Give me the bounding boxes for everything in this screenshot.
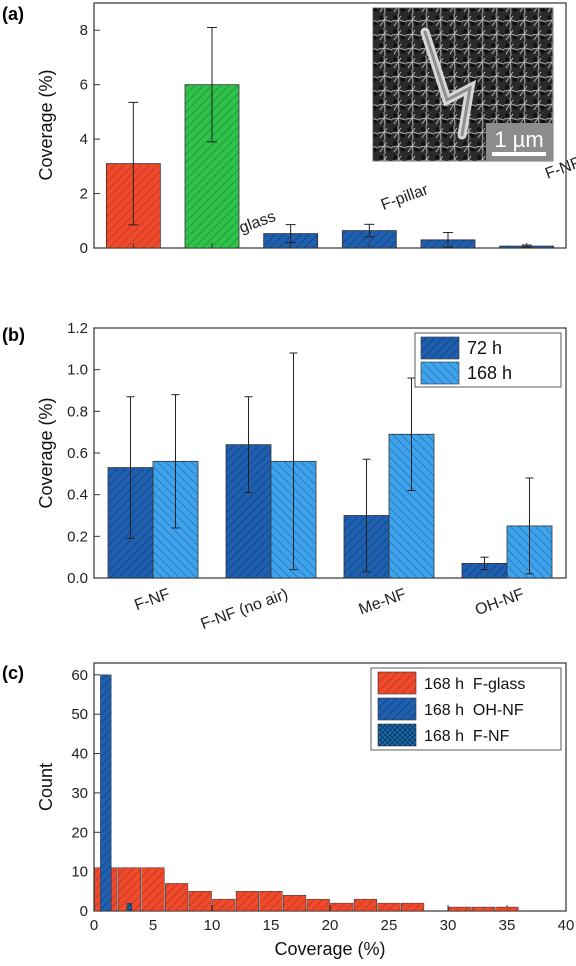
x-tick-label-b: OH-NF [473,586,527,619]
panel-label-c: (c) [2,663,24,683]
y-tick-label-c: 60 [71,667,88,684]
y-tick-label-b: 0.6 [67,445,88,462]
hist-bar-2-0 [126,902,133,912]
error-bar-b-3-0 [480,556,489,571]
y-tick-label-b: 0.8 [67,403,88,420]
y-axis-label-a: Coverage (%) [36,69,56,180]
x-tick-label-c: 0 [90,917,98,934]
hist-bar-0-5 [212,898,236,912]
y-tick-label-c: 0 [80,903,88,920]
x-tick-label-a: F-pillar [379,181,431,214]
legend-c: 168 h F-glass 168 h OH-NF 168 h F-NF [370,667,562,751]
y-tick-label-c: 50 [71,706,88,723]
error-bar-b-2-0 [362,458,371,573]
legend-label-b: 168 h [467,363,512,383]
y-tick-label-b: 1.0 [67,362,88,379]
y-axis-label-b: Coverage (%) [36,397,56,508]
legend-swatch-c [377,697,417,721]
y-tick-label-c: 40 [71,746,88,763]
scale-bar [492,152,546,156]
y-tick-label-c: 10 [71,864,88,881]
hist-bar-0-10 [330,902,354,912]
y-tick-label-b: 0.0 [67,570,88,587]
x-tick-label-c: 35 [499,917,516,934]
hist-bar-0-4 [188,891,212,912]
x-tick-label-c: 10 [204,917,221,934]
hist-bar-0-9 [306,898,330,912]
panel-label-a: (a) [2,4,24,24]
hist-bar-0-13 [401,902,425,912]
panel-label-b: (b) [2,325,25,345]
y-tick-label-a: 0 [80,240,88,257]
legend-label-c: 168 h OH-NF [424,702,524,719]
x-tick-label-c: 5 [149,917,157,934]
legend-label-b: 72 h [467,338,502,358]
y-tick-label-b: 1.2 [67,320,88,337]
error-bar-b-2-1 [407,377,416,491]
y-tick-label-c: 20 [71,824,88,841]
x-tick-label-c: 15 [263,917,280,934]
sem-inset-image: 1 µm [372,7,554,162]
hist-bar-0-17 [495,906,519,912]
error-bar-a-0 [128,101,139,226]
hist-bar-0-16 [471,906,495,912]
error-bar-a-2 [285,224,296,244]
x-tick-label-b: Me-NF [357,586,409,619]
error-bar-b-1-1 [289,352,298,571]
error-bar-b-0-1 [171,394,180,529]
hist-bar-0-7 [259,891,283,912]
error-bar-a-3 [364,223,375,238]
legend-swatch-c [377,723,417,747]
legend-swatch-b [420,336,460,360]
x-tick-label-c: 30 [440,917,457,934]
y-tick-label-a: 6 [80,77,88,94]
hist-bar-0-8 [283,895,307,912]
legend-b: 72 h 168 h [414,332,562,388]
plot-frame-a [93,2,567,249]
hist-bar-0-12 [377,902,401,912]
x-tick-label-b: F-NF [132,586,172,615]
y-tick-label-b: 0.4 [67,487,88,504]
error-bar-b-1-0 [244,396,253,494]
legend-label-c: 168 h F-glass [424,676,525,693]
hist-bar-1-0 [100,674,112,912]
y-axis-label-c: Count [36,763,56,811]
y-tick-label-c: 30 [71,785,88,802]
y-tick-label-a: 4 [80,131,88,148]
legend-swatch-b [420,361,460,385]
y-tick-label-a: 8 [80,22,88,39]
hist-bar-0-15 [448,906,472,912]
error-bar-b-3-1 [525,477,534,575]
x-tick-label-c: 20 [322,917,339,934]
scale-bar-label: 1 µm [494,127,543,152]
error-bar-a-1 [207,27,217,143]
hist-bar-0-6 [235,891,259,912]
hist-bar-0-2 [141,867,165,912]
y-tick-label-a: 2 [80,186,88,203]
x-tick-label-c: 40 [558,917,575,934]
x-axis-label-c: Coverage (%) [274,939,385,959]
legend-swatch-c [377,671,417,695]
hist-bar-0-3 [165,883,189,912]
legend-label-c: 168 h F-NF [424,728,510,745]
x-tick-label-c: 25 [381,917,398,934]
error-bar-b-0-0 [126,396,135,539]
y-tick-label-b: 0.2 [67,528,88,545]
hist-bar-0-11 [353,898,377,912]
x-tick-label-b: F-NF (no air) [199,586,291,633]
